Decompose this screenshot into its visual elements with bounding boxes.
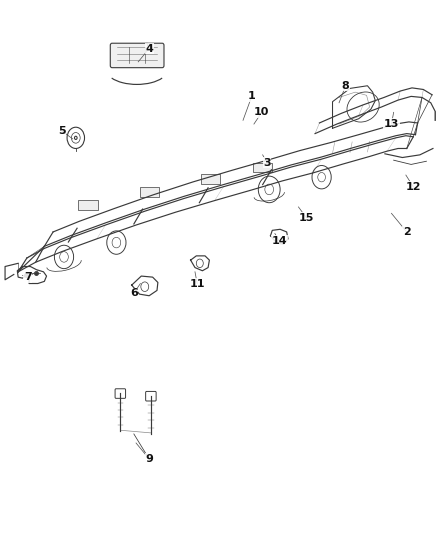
Text: 14: 14 — [272, 236, 287, 246]
FancyBboxPatch shape — [115, 389, 126, 398]
Bar — [201, 174, 220, 183]
Text: 13: 13 — [384, 119, 399, 129]
Text: 8: 8 — [342, 81, 350, 91]
FancyBboxPatch shape — [146, 391, 156, 401]
Text: 15: 15 — [299, 213, 314, 223]
Text: 12: 12 — [406, 182, 421, 192]
Bar — [78, 200, 98, 209]
Text: 3: 3 — [263, 158, 271, 168]
Text: 5: 5 — [58, 126, 66, 136]
Text: 9: 9 — [145, 454, 153, 464]
Bar — [253, 163, 272, 172]
Text: 2: 2 — [403, 227, 410, 237]
FancyBboxPatch shape — [110, 43, 164, 68]
Text: 4: 4 — [145, 44, 153, 53]
Bar — [140, 187, 159, 197]
Text: 6: 6 — [130, 288, 138, 298]
Text: 1: 1 — [248, 91, 256, 101]
Text: 10: 10 — [254, 107, 269, 117]
Text: 11: 11 — [189, 279, 205, 288]
Text: 7: 7 — [24, 272, 32, 282]
